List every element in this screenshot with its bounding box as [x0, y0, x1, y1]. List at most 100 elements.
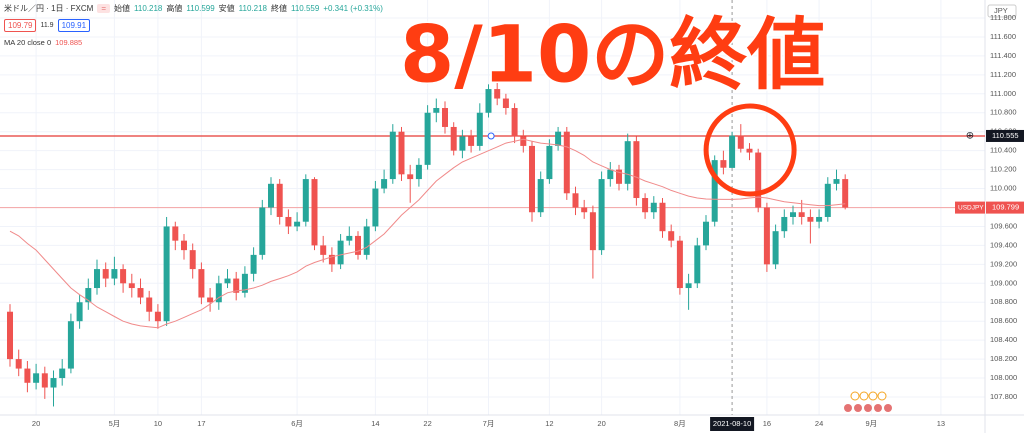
candle-body [424, 112, 431, 165]
candle-body [294, 221, 301, 227]
x-tick-label: 14 [371, 419, 379, 428]
candle-body [94, 269, 101, 289]
ma-value: 109.885 [55, 38, 83, 47]
candle-body [233, 278, 240, 293]
candle-body [502, 98, 509, 109]
x-tick-label: 8月 [674, 419, 686, 428]
candle-body [198, 269, 205, 298]
candle-body [842, 179, 849, 208]
candle-body [250, 254, 257, 274]
change: +0.341 (+0.31%) [323, 4, 383, 13]
candle-body [33, 373, 40, 383]
candle-body [676, 240, 683, 289]
candle-body [372, 188, 379, 227]
candle-body [702, 221, 709, 246]
candle-body [381, 179, 388, 189]
candle-body [546, 145, 553, 180]
y-tick-label: 108.400 [990, 335, 1017, 344]
candle-body [241, 273, 248, 293]
candle-body [259, 207, 266, 255]
candle-body [207, 297, 214, 303]
candle-body [224, 278, 231, 284]
candle-body [137, 288, 144, 298]
x-tick-label: 9月 [865, 419, 877, 428]
candle-body [685, 283, 692, 289]
y-tick-label: 111.200 [990, 70, 1016, 79]
candle-body [328, 254, 335, 265]
candle-body [485, 89, 492, 113]
candle-body [459, 136, 466, 151]
currency-button[interactable] [987, 4, 1017, 18]
x-tick-label: 7月 [483, 419, 495, 428]
candle-body [615, 169, 622, 184]
y-tick-label: 110.000 [990, 184, 1017, 193]
y-tick-label: 109.600 [990, 221, 1017, 230]
candle-body [659, 202, 666, 232]
crosshair-label: 2021-08-10 [713, 419, 751, 428]
candle-body [520, 136, 527, 146]
y-tick-label: 108.800 [990, 297, 1017, 306]
x-tick-label: 13 [937, 419, 945, 428]
candle-body [415, 164, 422, 180]
candle-body [111, 269, 118, 279]
candle-body [668, 231, 675, 241]
price-label: 110.555 [992, 131, 1019, 140]
candle-body [598, 179, 605, 251]
currency: JPY [994, 6, 1008, 15]
toggle[interactable]: = [97, 4, 111, 13]
candle-body [311, 179, 318, 246]
candle-body [711, 160, 718, 222]
candle-body [607, 169, 614, 180]
y-tick-label: 111.400 [990, 51, 1016, 60]
ma-line [9, 138, 846, 329]
anchor-point [487, 132, 495, 140]
y-tick-label: 108.200 [990, 354, 1017, 363]
candle-body [624, 141, 631, 184]
candle-body [807, 216, 814, 222]
candle-body [694, 245, 701, 284]
candle-body [789, 212, 796, 217]
x-tick-label: 10 [154, 419, 162, 428]
y-tick-label: 108.000 [990, 373, 1017, 382]
x-tick-label: 22 [423, 419, 431, 428]
bid[interactable]: 109.79 [4, 19, 37, 32]
header-row: 米ドル／円 · 1日 · FXCM = 始値 110.218 高値 110.599 … [4, 3, 383, 14]
x-tick-label: 20 [32, 419, 40, 428]
candle-body [755, 152, 762, 208]
candle-body [746, 148, 753, 153]
candle-body [798, 212, 805, 217]
candle-body [781, 216, 788, 232]
candle-body [572, 193, 579, 208]
candle-body [7, 311, 14, 360]
ma-legend: MA 20 close 0 109.885 [4, 38, 82, 47]
candle-body [285, 216, 292, 227]
candle-body [398, 131, 405, 175]
highlight-circle [703, 103, 797, 197]
candle-body [563, 131, 570, 194]
y-tick-label: 111.600 [990, 32, 1016, 41]
candle-body [59, 368, 66, 379]
symbol-label-bg [955, 201, 985, 214]
close-label: 終値 [271, 4, 287, 13]
candle-body [433, 108, 440, 113]
candle-body [128, 283, 135, 289]
open-value: 110.218 [134, 4, 163, 13]
candle-body [407, 174, 414, 180]
candle-body [337, 240, 344, 265]
quote-row: 109.79 11.9 109.91 [4, 19, 91, 32]
candle-body [450, 126, 457, 151]
candle-body [24, 368, 31, 383]
candle-body [181, 240, 188, 251]
candle-body [642, 198, 649, 213]
candle-body [15, 359, 22, 369]
candle-body [737, 135, 744, 149]
spread: 11.9 [40, 22, 54, 29]
candle-body [468, 136, 475, 146]
candle-body [816, 216, 823, 222]
indicator-icons [844, 391, 892, 412]
candle-body [763, 207, 770, 265]
ask[interactable]: 109.91 [57, 19, 91, 32]
low-value: 110.218 [238, 4, 267, 13]
ma-name: MA 20 close 0 [4, 38, 52, 47]
